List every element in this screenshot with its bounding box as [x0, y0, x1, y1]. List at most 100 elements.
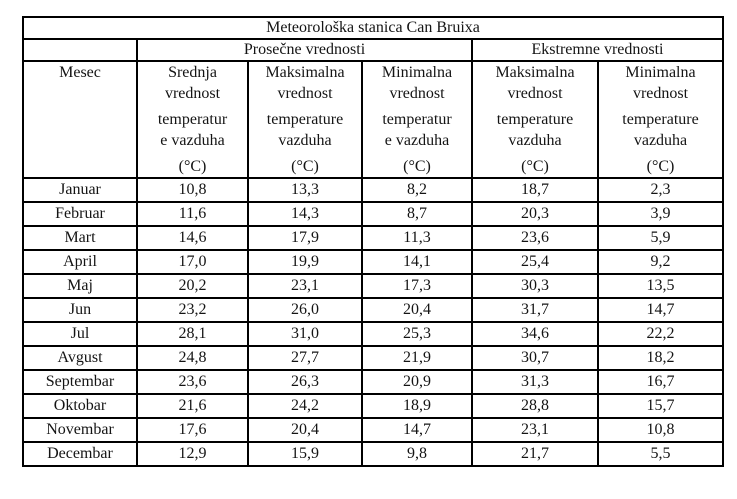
header-unit: (°C) [646, 158, 675, 175]
header-subject: temperature vazduha [496, 111, 574, 149]
month-cell: Mart [22, 225, 138, 251]
value-cell: 8,2 [361, 177, 473, 203]
table-row: Jun 23,2 26,0 20,4 31,7 14,7 [22, 297, 724, 323]
column-header-ext-max: Maksimalna vrednost temperature vazduha … [471, 60, 599, 179]
value-cell: 8,7 [361, 201, 473, 227]
value-cell: 2,3 [597, 177, 724, 203]
month-cell: Maj [22, 273, 138, 299]
column-header-avg-min: Minimalna vrednost temperatur e vazduha … [361, 60, 473, 179]
corner-empty-cell [22, 38, 138, 62]
value-cell: 20,2 [136, 273, 249, 299]
value-cell: 5,5 [597, 441, 724, 467]
value-cell: 15,7 [597, 393, 724, 419]
table-body: Januar 10,8 13,3 8,2 18,7 2,3 Februar 11… [22, 177, 724, 467]
month-cell: Februar [22, 201, 138, 227]
value-cell: 18,2 [597, 345, 724, 371]
header-subject: temperatur e vazduha [157, 111, 228, 149]
value-cell: 15,9 [247, 441, 363, 467]
value-cell: 31,3 [471, 369, 599, 395]
month-cell: Oktobar [22, 393, 138, 419]
header-name: Minimalna vrednost [381, 64, 453, 102]
group-header-row: Prosečne vrednosti Ekstremne vrednosti [22, 38, 724, 62]
value-cell: 12,9 [136, 441, 249, 467]
value-cell: 9,2 [597, 249, 724, 275]
value-cell: 11,6 [136, 201, 249, 227]
table-row: Avgust 24,8 27,7 21,9 30,7 18,2 [22, 345, 724, 371]
month-cell: Avgust [22, 345, 138, 371]
value-cell: 17,9 [247, 225, 363, 251]
value-cell: 17,6 [136, 417, 249, 443]
value-cell: 23,6 [136, 369, 249, 395]
column-header-avg-max: Maksimalna vrednost temperature vazduha … [247, 60, 363, 179]
value-cell: 13,5 [597, 273, 724, 299]
value-cell: 20,9 [361, 369, 473, 395]
value-cell: 24,8 [136, 345, 249, 371]
column-header-avg-mean: Srednja vrednost temperatur e vazduha (°… [136, 60, 249, 179]
value-cell: 26,0 [247, 297, 363, 323]
month-cell: Jul [22, 321, 138, 347]
value-cell: 31,7 [471, 297, 599, 323]
value-cell: 24,2 [247, 393, 363, 419]
header-name: Minimalna vrednost [625, 64, 696, 102]
value-cell: 18,9 [361, 393, 473, 419]
value-cell: 21,9 [361, 345, 473, 371]
title-row: Meteorološka stanica Can Bruixa [22, 16, 724, 40]
column-header-month: Mesec [22, 60, 138, 179]
group-header-average: Prosečne vrednosti [136, 38, 473, 62]
value-cell: 14,3 [247, 201, 363, 227]
value-cell: 26,3 [247, 369, 363, 395]
table-row: April 17,0 19,9 14,1 25,4 9,2 [22, 249, 724, 275]
table-row: Septembar 23,6 26,3 20,9 31,3 16,7 [22, 369, 724, 395]
value-cell: 20,4 [247, 417, 363, 443]
table-title: Meteorološka stanica Can Bruixa [22, 16, 724, 40]
column-header-ext-min: Minimalna vrednost temperature vazduha (… [597, 60, 724, 179]
value-cell: 30,7 [471, 345, 599, 371]
table-row: Oktobar 21,6 24,2 18,9 28,8 15,7 [22, 393, 724, 419]
value-cell: 14,7 [361, 417, 473, 443]
value-cell: 3,9 [597, 201, 724, 227]
group-header-extreme: Ekstremne vrednosti [471, 38, 724, 62]
value-cell: 14,7 [597, 297, 724, 323]
value-cell: 28,8 [471, 393, 599, 419]
value-cell: 10,8 [136, 177, 249, 203]
value-cell: 5,9 [597, 225, 724, 251]
month-cell: Septembar [22, 369, 138, 395]
value-cell: 23,6 [471, 225, 599, 251]
table-row: Januar 10,8 13,3 8,2 18,7 2,3 [22, 177, 724, 203]
value-cell: 22,2 [597, 321, 724, 347]
value-cell: 31,0 [247, 321, 363, 347]
value-cell: 9,8 [361, 441, 473, 467]
header-subject: temperatur e vazduha [382, 111, 452, 149]
value-cell: 11,3 [361, 225, 473, 251]
value-cell: 34,6 [471, 321, 599, 347]
value-cell: 19,9 [247, 249, 363, 275]
value-cell: 25,3 [361, 321, 473, 347]
value-cell: 30,3 [471, 273, 599, 299]
value-cell: 17,0 [136, 249, 249, 275]
value-cell: 23,1 [247, 273, 363, 299]
value-cell: 14,6 [136, 225, 249, 251]
header-name: Maksimalna vrednost [265, 64, 345, 102]
value-cell: 20,3 [471, 201, 599, 227]
value-cell: 21,7 [471, 441, 599, 467]
value-cell: 18,7 [471, 177, 599, 203]
table-row: Februar 11,6 14,3 8,7 20,3 3,9 [22, 201, 724, 227]
value-cell: 17,3 [361, 273, 473, 299]
value-cell: 23,1 [471, 417, 599, 443]
table-row: Novembar 17,6 20,4 14,7 23,1 10,8 [22, 417, 724, 443]
value-cell: 13,3 [247, 177, 363, 203]
month-cell: Jun [22, 297, 138, 323]
table-head-section: Meteorološka stanica Can Bruixa Prosečne… [22, 16, 724, 179]
month-cell: Decembar [22, 441, 138, 467]
value-cell: 14,1 [361, 249, 473, 275]
value-cell: 21,6 [136, 393, 249, 419]
table-row: Jul 28,1 31,0 25,3 34,6 22,2 [22, 321, 724, 347]
header-name: Maksimalna vrednost [495, 64, 575, 102]
value-cell: 23,2 [136, 297, 249, 323]
month-cell: Novembar [22, 417, 138, 443]
header-unit: (°C) [403, 158, 431, 175]
header-unit: (°C) [178, 158, 207, 175]
table-row: Decembar 12,9 15,9 9,8 21,7 5,5 [22, 441, 724, 467]
value-cell: 16,7 [597, 369, 724, 395]
value-cell: 25,4 [471, 249, 599, 275]
